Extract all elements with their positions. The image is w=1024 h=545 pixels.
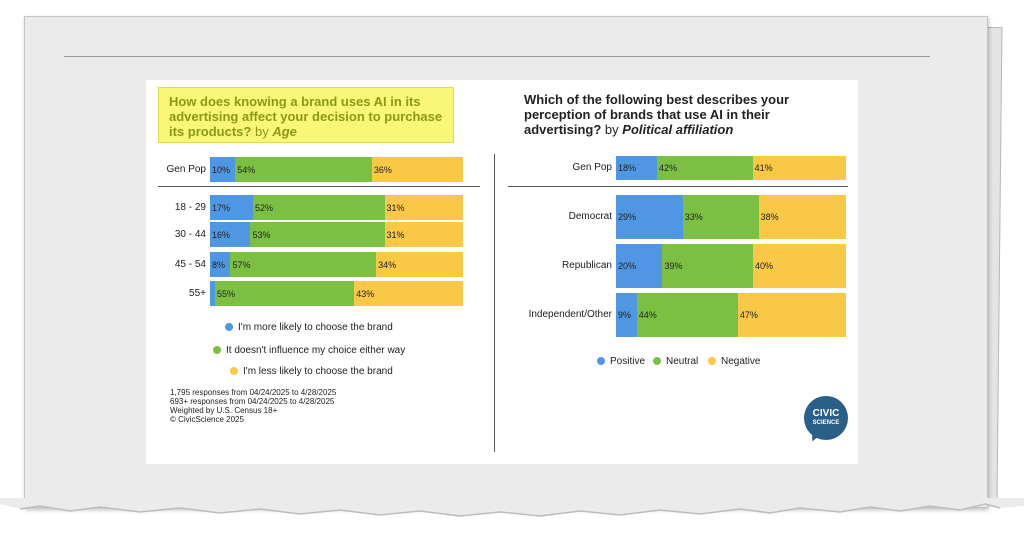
legend-dot-negative <box>708 357 716 365</box>
bar-segment: 57% <box>230 252 377 277</box>
legend-no-influence: It doesn't influence my choice either wa… <box>213 345 405 356</box>
legend-label: It doesn't influence my choice either wa… <box>226 345 406 356</box>
footnote-line: 1,795 responses from 04/24/2025 to 4/28/… <box>170 388 337 397</box>
header-rule <box>64 56 930 57</box>
legend-label: Negative <box>721 356 761 367</box>
logo-speech-tail <box>808 430 822 444</box>
right-genpop-divider <box>508 186 848 187</box>
bar-segment: 47% <box>737 293 846 337</box>
right-title-dimension: Political affiliation <box>622 122 734 137</box>
bar-segment: 43% <box>354 281 463 306</box>
bar-segment: 17% <box>210 195 253 220</box>
civicscience-logo: CIVIC SCIENCE <box>804 396 848 444</box>
legend-less-likely: I'm less likely to choose the brand <box>230 366 393 377</box>
bar-segment: 36% <box>371 157 463 182</box>
row-label: Gen Pop <box>166 163 206 175</box>
bar-segment: 31% <box>384 222 463 247</box>
footnote-line: Weighted by U.S. Census 18+ <box>170 406 278 415</box>
stacked-bar: 9% 44% 47% <box>616 293 846 337</box>
legend-label: Neutral <box>666 356 699 367</box>
stacked-bar: 18% 42% 41% <box>616 156 846 180</box>
legend-dot-positive <box>225 323 233 331</box>
row-label: Republican <box>561 260 612 271</box>
logo-line2: SCIENCE <box>812 420 840 426</box>
bar-segment: 29% <box>616 195 683 239</box>
bar-segment: 10% <box>210 157 236 182</box>
bar-segment: 52% <box>253 195 385 220</box>
footnote-line: © CivicScience 2025 <box>170 415 244 424</box>
left-title-dimension: Age <box>272 124 297 139</box>
bar-segment: 8% <box>210 252 231 277</box>
row-label: Gen Pop <box>572 162 612 173</box>
bar-segment: 34% <box>376 252 463 277</box>
bar-segment: 40% <box>753 244 846 288</box>
bar-segment: 33% <box>682 195 759 239</box>
left-chart-title: How does knowing a brand uses AI in its … <box>158 87 454 143</box>
stacked-bar: 16% 53% 31% <box>210 222 463 247</box>
stacked-bar: 8% 57% 34% <box>210 252 463 277</box>
bar-segment <box>210 281 216 306</box>
row-label: 55+ <box>189 287 206 299</box>
legend-positive: Positive <box>597 356 645 367</box>
row-label: 18 - 29 <box>174 201 206 213</box>
bar-segment: 20% <box>616 244 663 288</box>
right-chart-title: Which of the following best describes yo… <box>524 92 844 137</box>
legend-negative: Negative <box>708 356 760 367</box>
stacked-bar: 17% 52% 31% <box>210 195 463 220</box>
bar-segment: 39% <box>662 244 754 288</box>
stacked-bar: 55% 43% <box>210 281 463 306</box>
legend-dot-neutral <box>213 346 221 354</box>
left-title-by: by <box>254 124 269 139</box>
row-label: Independent/Other <box>528 309 612 320</box>
center-divider <box>494 154 495 452</box>
bar-segment: 42% <box>656 156 753 180</box>
legend-dot-neutral <box>653 357 661 365</box>
legend-dot-negative <box>230 367 238 375</box>
left-genpop-divider <box>158 186 480 187</box>
right-title-text: Which of the following best describes yo… <box>524 92 790 137</box>
bar-segment: 9% <box>616 293 637 337</box>
row-label: Democrat <box>568 211 612 222</box>
logo-line1: CIVIC <box>812 408 840 419</box>
legend-neutral: Neutral <box>653 356 698 367</box>
stacked-bar: 10% 54% 36% <box>210 157 463 182</box>
footnote-line: 693+ responses from 04/24/2025 to 4/28/2… <box>170 397 335 406</box>
bar-segment: 44% <box>636 293 738 337</box>
footnotes: 1,795 responses from 04/24/2025 to 4/28/… <box>170 388 336 424</box>
legend-label: I'm less likely to choose the brand <box>243 366 393 377</box>
infographic-card: How does knowing a brand uses AI in its … <box>146 80 858 464</box>
bar-segment: 41% <box>752 156 846 180</box>
bar-segment: 55% <box>215 281 355 306</box>
legend-label: I'm more likely to choose the brand <box>238 322 393 333</box>
bar-segment: 18% <box>616 156 657 180</box>
bar-segment: 53% <box>250 222 385 247</box>
legend-label: Positive <box>610 356 646 367</box>
legend-dot-positive <box>597 357 605 365</box>
left-title-text: How does knowing a brand uses AI in its … <box>169 94 443 139</box>
torn-paper-edge <box>0 498 1024 517</box>
bar-segment: 54% <box>235 157 372 182</box>
legend-more-likely: I'm more likely to choose the brand <box>225 322 393 333</box>
right-title-by: by <box>604 122 619 137</box>
bar-segment: 16% <box>210 222 251 247</box>
row-label: 30 - 44 <box>174 228 206 240</box>
row-label: 45 - 54 <box>174 258 206 270</box>
bar-segment: 38% <box>758 195 846 239</box>
stacked-bar: 29% 33% 38% <box>616 195 846 239</box>
bar-segment: 31% <box>384 195 463 220</box>
stacked-bar: 20% 39% 40% <box>616 244 846 288</box>
